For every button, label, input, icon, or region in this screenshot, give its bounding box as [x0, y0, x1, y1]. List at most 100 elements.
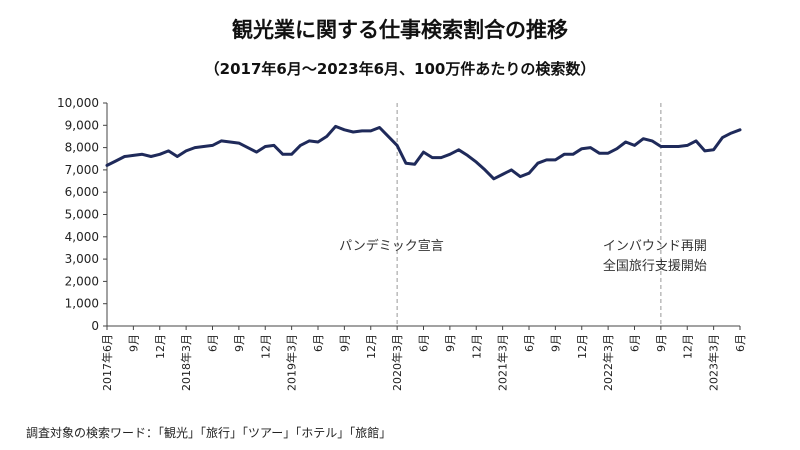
data-point	[730, 131, 733, 135]
data-point	[237, 141, 241, 145]
data-point	[272, 144, 276, 147]
data-point	[598, 151, 601, 155]
data-point	[140, 153, 144, 156]
x-tick-label: 12月	[154, 334, 167, 359]
y-tick-label: 2,000	[65, 274, 99, 288]
data-point	[545, 158, 548, 162]
data-point	[290, 153, 293, 156]
x-tick-label: 9月	[549, 334, 562, 352]
x-tick-label: 12月	[470, 334, 483, 359]
data-point	[510, 168, 513, 172]
data-point	[255, 150, 258, 154]
data-point	[606, 151, 610, 155]
annotation-label: 全国旅行支援開始	[603, 258, 707, 274]
data-point	[105, 164, 109, 167]
x-tick-label: 12月	[259, 334, 272, 359]
data-point	[589, 146, 592, 149]
data-point	[677, 145, 680, 148]
data-point	[404, 162, 408, 165]
x-tick-label: 6月	[734, 334, 747, 352]
data-point	[395, 144, 399, 147]
y-tick-label: 9,000	[65, 118, 99, 132]
x-tick-label: 12月	[365, 334, 378, 359]
data-point	[149, 155, 153, 158]
data-point	[562, 153, 566, 156]
data-point	[492, 177, 496, 181]
x-tick-label: 12月	[681, 334, 694, 359]
data-point	[158, 153, 161, 156]
data-point	[220, 139, 223, 143]
data-point	[668, 145, 671, 148]
y-tick-label: 7,000	[65, 163, 99, 177]
data-point	[413, 163, 416, 166]
data-point	[624, 140, 627, 144]
x-tick-label: 9月	[444, 334, 457, 352]
data-point	[466, 154, 469, 157]
data-point	[378, 126, 381, 129]
data-point	[483, 168, 487, 172]
data-point	[475, 160, 478, 164]
data-point	[299, 144, 302, 147]
data-point	[211, 144, 214, 147]
data-point	[650, 139, 654, 143]
chart-title: 観光業に関する仕事検索割合の推移	[232, 18, 568, 42]
data-point	[501, 173, 504, 176]
data-point	[633, 144, 636, 147]
data-point	[571, 153, 575, 156]
x-tick-label: 2021年3月	[496, 334, 510, 391]
y-tick-label: 8,000	[65, 141, 99, 155]
y-tick-label: 10,000	[57, 96, 99, 110]
x-tick-label: 9月	[127, 334, 140, 352]
data-point	[615, 147, 619, 150]
data-point	[369, 129, 372, 133]
y-tick-label: 3,000	[65, 252, 99, 266]
x-tick-label: 2017年6月	[100, 334, 114, 391]
data-point	[703, 149, 707, 153]
y-tick-label: 4,000	[65, 230, 99, 244]
data-point	[343, 128, 346, 131]
x-tick-label: 2018年3月	[179, 334, 193, 391]
x-tick-label: 6月	[629, 334, 642, 352]
data-point	[281, 153, 285, 156]
data-point	[246, 146, 249, 149]
data-point	[167, 149, 170, 153]
chart-subtitle: （2017年6月～2023年6月、100万件あたりの検索数）	[204, 60, 596, 78]
data-point	[308, 139, 311, 143]
data-point	[431, 156, 434, 159]
data-point	[536, 162, 539, 165]
y-tick-label: 5,000	[65, 208, 99, 222]
y-tick-label: 0	[91, 319, 99, 333]
data-point	[176, 155, 179, 158]
annotation-label: パンデミック宣言	[339, 238, 444, 254]
data-point	[519, 175, 522, 178]
data-point	[439, 156, 443, 159]
data-point	[184, 149, 188, 153]
data-point	[738, 128, 742, 131]
data-point	[694, 139, 698, 143]
data-point	[193, 146, 197, 149]
data-point	[132, 154, 135, 157]
x-tick-label: 2020年3月	[390, 334, 404, 391]
footnote: 調査対象の検索ワード：「観光」「旅行」「ツアー」「ホテル」「旅館」	[26, 426, 392, 440]
x-tick-label: 9月	[655, 334, 668, 352]
data-point	[228, 140, 232, 144]
data-point	[351, 130, 355, 134]
data-point	[387, 135, 390, 138]
data-point	[114, 159, 117, 163]
x-tick-label: 6月	[312, 334, 325, 352]
data-point	[527, 172, 531, 175]
data-point	[554, 158, 557, 162]
y-tick-label: 1,000	[65, 297, 99, 311]
data-point	[360, 129, 364, 133]
data-point	[448, 153, 452, 156]
annotation-label: インバウンド再開	[603, 239, 707, 254]
data-point	[123, 155, 126, 158]
x-tick-label: 2023年3月	[707, 334, 721, 391]
x-tick-label: 9月	[233, 334, 246, 352]
data-point	[264, 145, 267, 148]
data-point	[580, 147, 583, 150]
data-point	[721, 136, 724, 139]
data-point	[642, 137, 645, 140]
x-tick-label: 6月	[418, 334, 431, 352]
